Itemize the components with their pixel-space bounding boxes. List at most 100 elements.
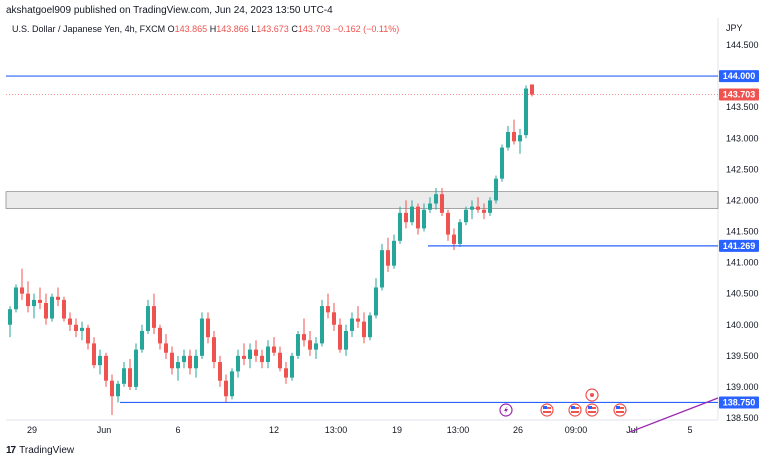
- candle-body: [92, 343, 96, 366]
- candle-body: [110, 380, 114, 397]
- candle-body: [80, 327, 84, 331]
- candle-body: [416, 206, 420, 229]
- tradingview-logo[interactable]: 17 TradingView: [6, 445, 74, 456]
- candle-body: [128, 368, 132, 387]
- candle-body: [326, 306, 330, 313]
- candle-body: [62, 299, 66, 319]
- candle-body: [74, 324, 78, 331]
- currency-label: JPY: [726, 23, 743, 33]
- candle-body: [482, 209, 486, 213]
- price-label-box: [719, 239, 759, 252]
- candle-body: [344, 330, 348, 350]
- candle-body: [152, 306, 156, 328]
- candle-body: [38, 299, 42, 303]
- candle-body: [302, 334, 306, 341]
- candle-body: [170, 352, 174, 369]
- candle-body: [86, 327, 90, 344]
- candle-body: [272, 346, 276, 353]
- close-label: C: [291, 24, 298, 34]
- candle-body: [218, 362, 222, 381]
- price-labels: 144.000 143.703 141.269 138.750: [719, 70, 759, 409]
- candle-body: [446, 212, 450, 235]
- candle-body: [374, 287, 378, 316]
- candle-body: [266, 346, 270, 363]
- us-flag-stripe: [588, 411, 596, 413]
- candle-body: [458, 222, 462, 244]
- horizontal-lines[interactable]: [6, 75, 719, 433]
- time-tick-label: 12: [269, 425, 279, 435]
- candle-body: [434, 194, 438, 204]
- time-tick-label: 13:00: [325, 425, 348, 435]
- candle-body: [386, 250, 390, 266]
- price-label-box: [719, 88, 759, 101]
- us-flag-canton: [543, 406, 547, 409]
- high-label: H: [209, 24, 217, 34]
- candle-body: [296, 334, 300, 356]
- price-tick-label: 141.500: [726, 227, 759, 237]
- lightning-glyph: [504, 406, 508, 414]
- candle-body: [524, 88, 528, 136]
- open-label: O: [167, 24, 175, 34]
- economic-events[interactable]: [499, 388, 627, 417]
- candle-body: [320, 306, 324, 344]
- candle-body: [278, 352, 282, 369]
- candle-body: [242, 355, 246, 359]
- candle-body: [422, 209, 426, 229]
- candle-body: [476, 206, 480, 210]
- candle-body: [362, 321, 366, 338]
- close-value: 143.703: [297, 24, 331, 34]
- time-axis[interactable]: 29 Jun 6 12 13:00 19 13:00 26 09:00 Jul 5: [27, 425, 693, 435]
- price-tick-label: 142.000: [726, 195, 759, 205]
- price-tick-label: 144.500: [726, 40, 759, 50]
- price-tick-label: 140.500: [726, 289, 759, 299]
- price-label-text: 141.269: [723, 241, 756, 251]
- candle-body: [224, 380, 228, 397]
- candle-body: [368, 315, 372, 338]
- candle-body: [14, 287, 18, 310]
- candle-body: [200, 318, 204, 356]
- candle-body: [350, 318, 354, 331]
- candle-body: [176, 362, 180, 369]
- candle-body: [104, 355, 108, 381]
- tradingview-logo-text: TradingView: [19, 445, 75, 456]
- candle-body: [452, 234, 456, 244]
- high-value: 143.866: [216, 24, 249, 34]
- symbol-legend: U.S. Dollar / Japanese Yen, 4h, FXCM O14…: [12, 24, 399, 34]
- us-flag-stripe: [543, 411, 551, 413]
- publisher-credit: akshatgoel909 published on TradingView.c…: [6, 5, 333, 16]
- candle-body: [56, 296, 60, 300]
- time-tick-label: 29: [27, 425, 37, 435]
- candle-body: [20, 287, 24, 294]
- candle-body: [512, 132, 516, 142]
- candle-body: [308, 340, 312, 350]
- candle-body: [140, 330, 144, 350]
- candle-body: [494, 178, 498, 201]
- time-tick-label: 09:00: [565, 425, 588, 435]
- candle-body: [260, 355, 264, 363]
- price-label-box: [719, 70, 759, 83]
- candles: [8, 84, 534, 415]
- event-alert-dot: [590, 393, 594, 397]
- resistance-zone[interactable]: [5, 191, 719, 209]
- candle-body: [188, 355, 192, 369]
- price-tick-label: 140.000: [726, 320, 759, 330]
- price-label-box: [719, 396, 759, 409]
- candle-body: [440, 194, 444, 213]
- candle-body: [122, 368, 126, 384]
- candle-body: [8, 309, 12, 325]
- candle-body: [470, 206, 474, 210]
- resistance-zone-rect: [5, 191, 719, 209]
- candle-body: [290, 355, 294, 378]
- candle-body: [338, 324, 342, 350]
- open-value: 143.865: [174, 24, 208, 34]
- price-label-text: 144.000: [723, 71, 756, 81]
- candle-body: [464, 209, 468, 223]
- candle-body: [230, 371, 234, 397]
- low-label: L: [251, 24, 257, 34]
- us-flag-stripe: [571, 411, 579, 413]
- candle-body: [356, 318, 360, 322]
- candle-body: [212, 337, 216, 363]
- us-flag-icon: [585, 403, 599, 417]
- low-value: 143.673: [256, 24, 289, 34]
